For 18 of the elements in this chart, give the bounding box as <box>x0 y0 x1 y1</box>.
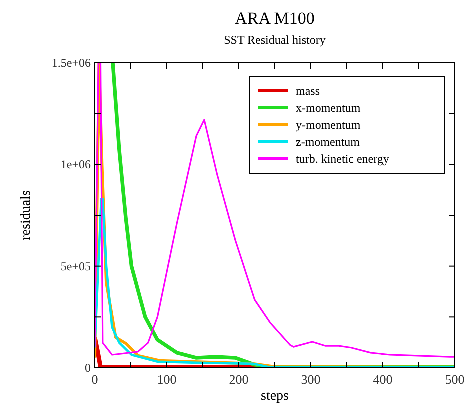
x-axis-title: steps <box>261 389 289 404</box>
y-tick-label: 1e+06 <box>60 158 91 172</box>
legend-label: mass <box>296 84 320 98</box>
legend-label: x-momentum <box>296 101 362 115</box>
x-tick-label: 500 <box>445 372 465 387</box>
y-tick-label: 5e+05 <box>60 259 91 274</box>
y-tick-label: 1.5e+06 <box>52 56 91 70</box>
legend-label: y-momentum <box>296 118 362 132</box>
y-tick-label: 0 <box>85 361 91 375</box>
x-tick-label: 300 <box>301 372 321 387</box>
x-tick-label: 200 <box>229 372 249 387</box>
y-axis-title: residuals <box>19 190 34 240</box>
x-tick-label: 400 <box>373 372 393 387</box>
x-tick-label: 100 <box>157 372 177 387</box>
legend-label: z-momentum <box>296 135 361 149</box>
chart-subtitle: SST Residual history <box>224 33 326 47</box>
chart-title: ARA M100 <box>235 9 315 28</box>
legend-label: turb. kinetic energy <box>296 152 390 166</box>
